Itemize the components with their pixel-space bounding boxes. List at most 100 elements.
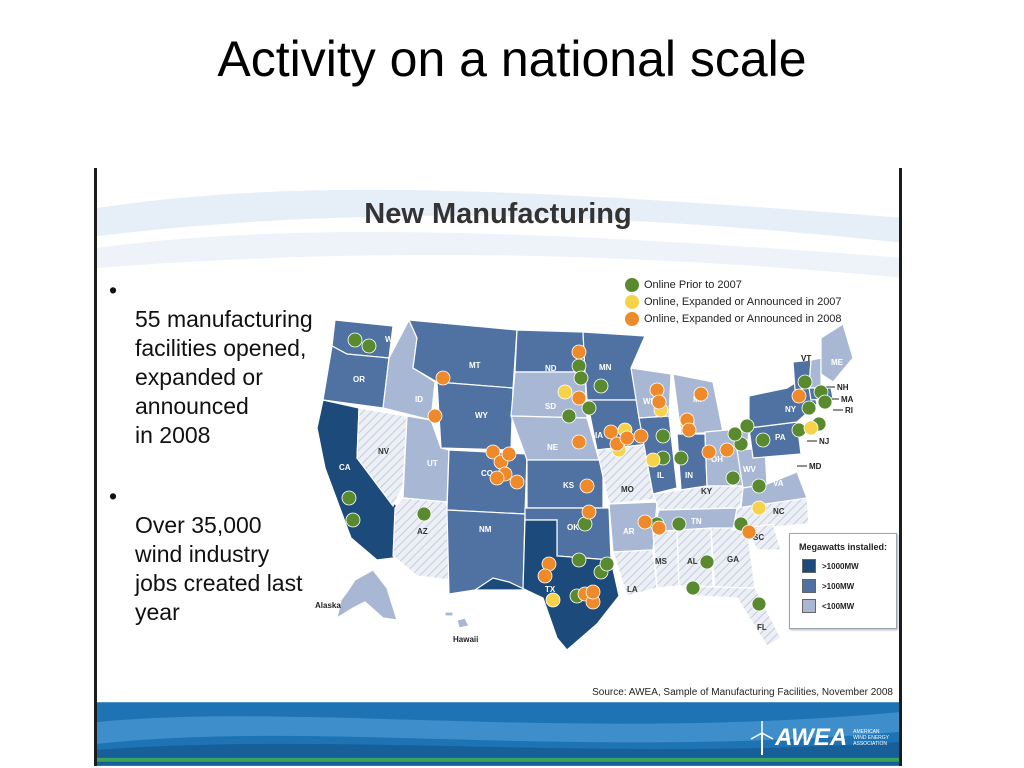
- facility-marker-prior-2007: [751, 596, 767, 612]
- facility-marker-prior-2007: [751, 478, 767, 494]
- state-label: OK: [567, 523, 579, 532]
- facility-marker-2008: [427, 408, 443, 424]
- state-label: IA: [595, 431, 603, 440]
- facility-markers: [341, 332, 833, 612]
- facility-marker-2008: [681, 422, 697, 438]
- state-nm: [446, 509, 526, 595]
- facility-legend: Online Prior to 2007 Online, Expanded or…: [625, 276, 842, 327]
- facility-marker-2008: [637, 514, 653, 530]
- legend-label: Online, Expanded or Announced in 2008: [644, 312, 842, 325]
- facility-marker-prior-2007: [599, 556, 615, 572]
- facility-marker-2008: [693, 386, 709, 402]
- facility-marker-2008: [509, 474, 525, 490]
- facility-marker-2008: [485, 444, 501, 460]
- awea-logo: AWEA AMERICAN WIND ENERGY ASSOCIATION: [749, 718, 889, 758]
- state-label: MA: [841, 395, 854, 404]
- facility-marker-2008: [581, 504, 597, 520]
- facility-marker-2007: [645, 452, 661, 468]
- manufacturing-panel: New Manufacturing • 55 manufacturing faci…: [94, 168, 902, 766]
- state-label: MD: [809, 462, 822, 471]
- state-label: RI: [845, 406, 853, 415]
- facility-marker-prior-2007: [573, 370, 589, 386]
- state-label: IN: [685, 471, 693, 480]
- state-label: ME: [831, 358, 844, 367]
- yellow-circle-icon: [625, 294, 639, 309]
- megawatts-legend-label: >100MW: [822, 581, 855, 591]
- state-label: MO: [621, 485, 634, 494]
- state-label: NM: [479, 525, 492, 534]
- state-tx: [473, 519, 620, 651]
- state-label: AL: [687, 557, 698, 566]
- megawatts-legend-label: >1000MW: [822, 561, 859, 571]
- state-label: WA: [385, 335, 398, 344]
- awea-logo-wordmark: AWEA: [775, 724, 848, 751]
- facility-marker-2008: [501, 446, 517, 462]
- state-label: GA: [727, 555, 739, 564]
- facility-marker-prior-2007: [561, 408, 577, 424]
- facility-marker-2008: [585, 584, 601, 600]
- megawatts-legend: Megawatts installed: >1000MW >100MW <100…: [789, 533, 897, 629]
- facility-marker-prior-2007: [725, 470, 741, 486]
- facility-marker-2008: [603, 424, 619, 440]
- facility-marker-2007: [545, 592, 561, 608]
- megawatts-legend-title: Megawatts installed:: [799, 542, 888, 552]
- facility-marker-prior-2007: [817, 394, 833, 410]
- bullet-icon: •: [109, 277, 118, 303]
- legend-item: Online, Expanded or Announced in 2008: [625, 310, 842, 327]
- megawatts-legend-item: <100MW: [790, 596, 896, 616]
- facility-marker-2008: [701, 444, 717, 460]
- state-label: NE: [547, 443, 559, 452]
- facility-marker-2008: [571, 390, 587, 406]
- facility-marker-prior-2007: [416, 506, 432, 522]
- state-label: MT: [469, 361, 481, 370]
- state-label: KS: [563, 481, 575, 490]
- state-labels: WA OR CA NV ID MT WY UT AZ CO NM ND SD N…: [315, 335, 854, 644]
- facility-marker-prior-2007: [685, 580, 701, 596]
- state-label: OR: [353, 375, 365, 384]
- facility-marker-prior-2007: [655, 428, 671, 444]
- megawatts-legend-item: >100MW: [790, 576, 896, 596]
- orange-circle-icon: [625, 311, 639, 326]
- facility-marker-2007: [557, 384, 573, 400]
- state-nv: [356, 407, 408, 508]
- facility-marker-prior-2007: [341, 490, 357, 506]
- state-label: FL: [757, 623, 767, 632]
- state-label: NV: [378, 447, 390, 456]
- state-label: MN: [599, 363, 612, 372]
- bullet-text: 55 manufacturing facilities opened, expa…: [135, 306, 313, 448]
- state-label: MS: [655, 557, 668, 566]
- legend-item: Online Prior to 2007: [625, 276, 842, 293]
- state-label: VT: [801, 354, 811, 363]
- facility-marker-prior-2007: [593, 378, 609, 394]
- state-label: NY: [785, 405, 797, 414]
- state-hawaii: [444, 611, 454, 617]
- facility-marker-2008: [633, 428, 649, 444]
- facility-marker-prior-2007: [671, 516, 687, 532]
- region-label: Hawaii: [453, 635, 478, 644]
- bullet-list: • 55 manufacturing facilities opened, exp…: [109, 276, 359, 659]
- facility-marker-prior-2007: [739, 418, 755, 434]
- state-label: AZ: [417, 527, 428, 536]
- state-label: PA: [775, 433, 786, 442]
- state-label: TX: [545, 585, 556, 594]
- state-hawaii-island: [456, 617, 470, 629]
- state-me: [820, 323, 854, 383]
- facility-marker-2008: [651, 520, 667, 536]
- state-alaska: [336, 569, 398, 621]
- facility-marker-prior-2007: [347, 332, 363, 348]
- state-label: CO: [481, 469, 493, 478]
- state-ne: [510, 415, 600, 461]
- facility-marker-prior-2007: [755, 432, 771, 448]
- facility-marker-2008: [791, 388, 807, 404]
- medium-blue-swatch-icon: [802, 579, 816, 593]
- facility-marker-2007: [803, 420, 819, 436]
- facility-marker-prior-2007: [727, 426, 743, 442]
- state-label: NJ: [819, 437, 829, 446]
- state-label: TN: [691, 517, 702, 526]
- facility-marker-prior-2007: [581, 400, 597, 416]
- state-label: NH: [837, 383, 849, 392]
- state-label: NC: [773, 507, 785, 516]
- facility-marker-2008: [537, 568, 553, 584]
- state-label: UT: [427, 459, 438, 468]
- facility-marker-2007: [751, 500, 767, 516]
